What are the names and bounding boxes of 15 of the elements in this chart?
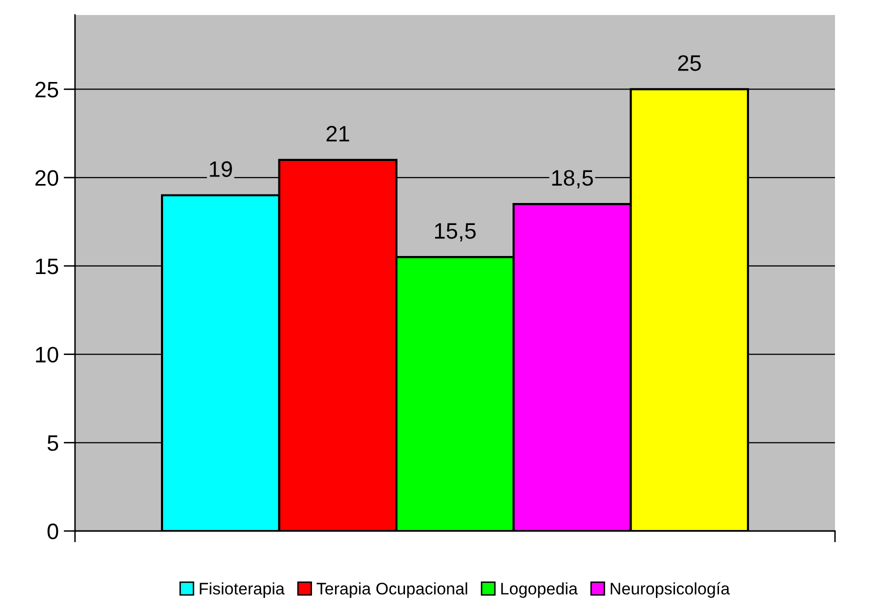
legend-label: Terapia Ocupacional — [316, 582, 468, 598]
y-tick-label: 25 — [35, 82, 58, 98]
data-label: 15,5 — [435, 223, 476, 242]
legend-label: Neuropsicología — [610, 582, 730, 598]
y-tick-label: 15 — [36, 258, 58, 274]
y-tick-label: 10 — [36, 346, 58, 363]
legend-label: Logopedia — [501, 582, 578, 598]
y-tick-label: 5 — [48, 435, 58, 451]
y-tick-label: 20 — [35, 170, 58, 186]
legend-label: Fisioterapia — [200, 582, 285, 598]
data-label: 19 — [210, 161, 232, 177]
y-tick-label: 0 — [48, 524, 58, 540]
data-label: 21 — [326, 126, 350, 142]
data-label: 18,5 — [552, 170, 593, 188]
data-label: 25 — [678, 55, 701, 71]
